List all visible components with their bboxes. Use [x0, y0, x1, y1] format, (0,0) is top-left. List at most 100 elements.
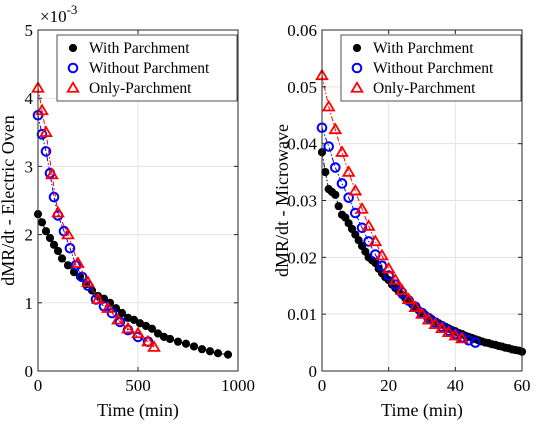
data-point — [45, 233, 55, 243]
data-point — [421, 312, 436, 325]
data-point — [64, 242, 76, 254]
y-tick-label: 0 — [309, 362, 318, 381]
data-point — [388, 273, 403, 285]
x-tick-label: 60 — [514, 376, 531, 395]
legend-item: With Parchment — [68, 40, 190, 57]
data-point — [189, 342, 199, 351]
data-point — [321, 99, 336, 112]
data-point — [173, 337, 183, 346]
data-point — [197, 345, 207, 354]
data-point — [53, 246, 63, 256]
legend: With Parchment Without Parchment Only-Parc… — [56, 34, 238, 102]
y-tick-label: 0.06 — [287, 21, 317, 40]
exponent-power: -3 — [67, 2, 78, 17]
legend-marker — [68, 43, 78, 53]
data-point — [441, 325, 456, 337]
x-axis-label: Time (min) — [97, 400, 179, 421]
chart-panel-1: 0 500 1000 0 1 2 3 4 5 ×10-3 Time (min) dMR/dt - El… — [0, 2, 255, 421]
data-point — [49, 240, 59, 249]
data-point — [223, 350, 233, 359]
data-point — [470, 337, 481, 348]
legend-item: Only-Parchment — [350, 80, 476, 97]
data-point — [101, 301, 115, 313]
data-point — [76, 271, 88, 283]
data-point — [334, 202, 343, 211]
data-point — [428, 317, 443, 330]
x-tick-label: 500 — [125, 376, 151, 395]
chart-panel-2: 0 20 40 60 0 0.01 0.02 0.03 0.04 0.05 0.06 Time (mi… — [272, 21, 531, 421]
data-point — [141, 334, 155, 347]
data-point — [153, 329, 163, 338]
y-axis-label: dMR/dt - Microwave — [272, 124, 292, 277]
y-tick-label: 0.02 — [287, 248, 317, 267]
data-point — [395, 283, 409, 295]
series-line — [37, 87, 155, 348]
data-point — [71, 256, 85, 268]
data-point — [448, 328, 463, 341]
y-tick-label: 0.03 — [287, 192, 317, 211]
data-point — [37, 218, 47, 227]
data-point — [41, 227, 51, 236]
y-tick-label: 1 — [25, 294, 34, 313]
data-point — [435, 321, 449, 334]
data-point — [336, 178, 348, 189]
exponent-base: ×10 — [40, 7, 67, 26]
data-point — [401, 292, 416, 305]
x-tick-label: 20 — [380, 376, 397, 395]
data-point — [343, 192, 354, 203]
y-tick-label: 0.04 — [287, 135, 317, 154]
legend: With Parchment Without Parchment Only-Parc… — [340, 34, 522, 102]
data-point — [328, 122, 343, 135]
data-point — [356, 222, 368, 234]
data-point — [147, 340, 161, 352]
legend-label: Only-Parchment — [89, 80, 192, 97]
data-point — [39, 125, 53, 137]
y-tick-label: 2 — [25, 226, 34, 245]
data-point — [408, 300, 423, 312]
data-point — [181, 339, 191, 348]
series-only-parchment — [31, 81, 161, 352]
data-point — [463, 335, 474, 346]
data-point — [348, 183, 363, 196]
data-point — [381, 261, 396, 274]
y-tick-label: 0 — [25, 362, 34, 381]
data-point — [205, 347, 215, 356]
data-point — [355, 202, 369, 214]
data-point — [331, 190, 340, 199]
data-point — [111, 312, 125, 325]
data-point — [330, 162, 341, 173]
data-point — [51, 205, 65, 218]
legend-label: Without Parchment — [373, 60, 494, 77]
legend-marker — [350, 81, 364, 93]
exponent-label: ×10-3 — [40, 2, 77, 26]
legend-marker — [352, 43, 362, 53]
legend-label: Without Parchment — [89, 60, 210, 77]
data-point — [323, 141, 334, 152]
data-point — [415, 307, 429, 319]
data-point — [335, 145, 349, 157]
x-tick-label: 0 — [318, 376, 327, 395]
legend-label: With Parchment — [373, 40, 474, 57]
x-axis-label: Time (min) — [381, 400, 463, 421]
x-tick-label: 0 — [34, 376, 43, 395]
legend-item: Without Parchment — [67, 60, 210, 77]
data-point — [91, 292, 105, 305]
data-point — [129, 315, 139, 324]
data-point — [61, 227, 75, 240]
legend-item: Only-Parchment — [66, 80, 192, 97]
data-point — [81, 275, 95, 287]
legend-label: With Parchment — [89, 40, 190, 57]
legend-marker — [351, 62, 363, 74]
data-point — [213, 349, 223, 358]
legend-box — [340, 34, 522, 102]
data-point — [361, 219, 376, 231]
data-point — [48, 191, 60, 203]
y-axis-label: dMR/dt - Electric Oven — [0, 115, 18, 285]
legend-marker — [66, 81, 80, 93]
legend-item: With Parchment — [352, 40, 474, 57]
data-point — [131, 326, 145, 339]
legend-item: Without Parchment — [351, 60, 494, 77]
y-tick-label: 0.01 — [287, 305, 317, 324]
data-point — [45, 167, 59, 180]
